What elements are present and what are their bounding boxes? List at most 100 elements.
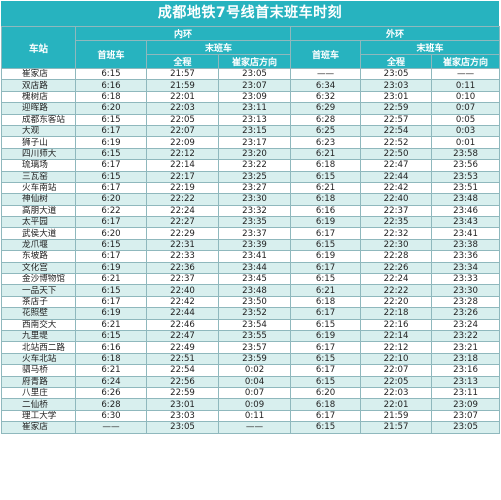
table-row: 成都东客站 6:15 22:05 23:13 6:28 22:57 0:05	[1, 113, 501, 126]
page-title: 成都地铁7号线首末班车时刻	[1, 1, 499, 26]
inner-first-train-cell: 6:17	[75, 159, 147, 172]
outer-last-full-cell: 22:44	[360, 170, 433, 183]
outer-last-full-cell: 22:47	[360, 159, 433, 172]
inner-first-train-cell: 6:16	[75, 341, 147, 354]
outer-last-full-cell: 22:03	[360, 386, 433, 400]
station-cell: 茶店子	[1, 295, 76, 309]
outer-last-direction-cell: 23:36	[431, 250, 501, 263]
table-row: 二仙桥 6:28 23:01 0:09 6:18 22:01 23:09	[1, 398, 501, 411]
inner-last-direction-cell: 23:35	[217, 216, 292, 229]
inner-first-train-cell: 6:19	[75, 261, 147, 275]
inner-last-full-cell: 22:29	[146, 227, 219, 240]
station-cell: 槐树店	[1, 90, 76, 104]
outer-first-train-cell: 6:18	[290, 295, 362, 309]
outer-last-full-cell: 22:57	[360, 113, 433, 126]
outer-first-train-cell: 6:16	[290, 204, 362, 218]
inner-last-direction-cell: 23:27	[217, 181, 292, 195]
outer-last-direction-cell: 23:34	[431, 261, 501, 275]
station-cell: 狮子山	[1, 136, 76, 149]
outer-first-train-cell: 6:18	[290, 193, 362, 206]
inner-first-train-cell: 6:26	[75, 386, 147, 400]
inner-last-full-cell: 22:19	[146, 181, 219, 195]
outer-first-train-cell: 6:15	[290, 273, 362, 286]
outer-last-direction-cell: 23:51	[431, 181, 501, 195]
inner-last-full-cell: 22:51	[146, 352, 219, 366]
inner-last-full-cell: 22:46	[146, 318, 219, 332]
table-row: 北站西二路 6:16 22:49 23:57 6:17 22:12 23:21	[1, 341, 501, 354]
outer-last-full-cell: 22:07	[360, 364, 433, 377]
outer-last-direction-cell: 23:11	[431, 386, 501, 400]
inner-last-full-cell: 22:47	[146, 329, 219, 343]
inner-first-train-cell: 6:21	[75, 273, 147, 286]
station-cell: 九里堤	[1, 329, 76, 343]
outer-last-full-cell: 22:01	[360, 398, 433, 411]
header-inner-loop: 内环	[74, 26, 292, 41]
inner-first-train-cell: 6:20	[75, 193, 147, 206]
station-cell: 太平园	[1, 216, 76, 229]
inner-last-direction-cell: 23:55	[217, 329, 292, 343]
station-cell: 神仙树	[1, 193, 76, 206]
outer-last-full-cell: 21:57	[360, 421, 433, 434]
station-cell: 四川师大	[1, 147, 76, 161]
inner-first-train-cell: 6:30	[75, 409, 147, 423]
inner-last-full-cell: 22:01	[146, 90, 219, 104]
outer-last-direction-cell: 23:18	[431, 352, 501, 366]
inner-last-direction-cell: 0:04	[217, 375, 292, 388]
station-cell: 武侯大道	[1, 227, 76, 240]
inner-last-full-cell: 22:07	[146, 124, 219, 138]
inner-last-full-cell: 22:14	[146, 159, 219, 172]
station-cell: 八里庄	[1, 386, 76, 400]
inner-first-train-cell: 6:15	[75, 67, 147, 81]
table-row: 八里庄 6:26 22:59 0:07 6:20 22:03 23:11	[1, 386, 501, 400]
table-row: 四川师大 6:15 22:12 23:20 6:21 22:50 23:58	[1, 147, 501, 161]
table-row: 府青路 6:24 22:56 0:04 6:15 22:05 23:13	[1, 375, 501, 388]
inner-first-train-cell: 6:15	[75, 238, 147, 252]
outer-first-train-cell: 6:21	[290, 284, 362, 297]
station-cell: 高朋大道	[1, 204, 76, 218]
inner-last-direction-cell: 23:07	[217, 79, 292, 92]
table-row: 神仙树 6:20 22:22 23:30 6:18 22:40 23:48	[1, 193, 501, 206]
outer-last-direction-cell: 23:07	[431, 409, 501, 423]
inner-last-direction-cell: 23:39	[217, 238, 292, 252]
inner-last-full-cell: 22:33	[146, 250, 219, 263]
inner-first-train-cell: 6:18	[75, 90, 147, 104]
outer-last-full-cell: 22:18	[360, 307, 433, 320]
outer-last-direction-cell: 0:03	[431, 124, 501, 138]
inner-last-full-cell: 22:09	[146, 136, 219, 149]
outer-first-train-cell: 6:15	[290, 170, 362, 183]
outer-last-direction-cell: 23:22	[431, 329, 501, 343]
table-row: 琉璃场 6:17 22:14 23:22 6:18 22:47 23:56	[1, 159, 501, 172]
inner-last-full-cell: 23:01	[146, 398, 219, 411]
outer-last-direction-cell: 23:43	[431, 216, 501, 229]
inner-last-direction-cell: 23:54	[217, 318, 292, 332]
inner-last-direction-cell: 23:45	[217, 273, 292, 286]
outer-last-direction-cell: 23:30	[431, 284, 501, 297]
outer-first-train-cell: 6:18	[290, 398, 362, 411]
table-row: 东坡路 6:17 22:33 23:41 6:19 22:28 23:36	[1, 250, 501, 263]
inner-last-direction-cell: ——	[217, 421, 292, 434]
inner-last-direction-cell: 23:37	[217, 227, 292, 240]
outer-first-train-cell: 6:32	[290, 90, 362, 104]
outer-first-train-cell: 6:25	[290, 124, 362, 138]
outer-last-full-cell: 22:50	[360, 147, 433, 161]
outer-last-full-cell: 22:40	[360, 193, 433, 206]
outer-first-train-cell: 6:15	[290, 238, 362, 252]
outer-first-train-cell: ——	[290, 67, 362, 81]
header-inner-first-train: 首班车	[75, 40, 147, 69]
station-cell: 龙爪堰	[1, 238, 76, 252]
inner-last-full-cell: 22:59	[146, 386, 219, 400]
table-row: 槐树店 6:18 22:01 23:09 6:32 23:01 0:10	[1, 90, 501, 104]
station-cell: 西南交大	[1, 318, 76, 332]
station-cell: 北站西二路	[1, 341, 76, 354]
inner-last-direction-cell: 0:02	[217, 364, 292, 377]
outer-first-train-cell: 6:17	[290, 261, 362, 275]
table-row: 驷马桥 6:21 22:54 0:02 6:17 22:07 23:16	[1, 364, 501, 377]
inner-last-full-cell: 22:42	[146, 295, 219, 309]
outer-first-train-cell: 6:17	[290, 364, 362, 377]
inner-first-train-cell: 6:17	[75, 124, 147, 138]
outer-last-direction-cell: 0:01	[431, 136, 501, 149]
inner-first-train-cell: 6:28	[75, 398, 147, 411]
inner-last-direction-cell: 23:52	[217, 307, 292, 320]
outer-first-train-cell: 6:29	[290, 102, 362, 115]
outer-last-full-cell: 22:32	[360, 227, 433, 240]
